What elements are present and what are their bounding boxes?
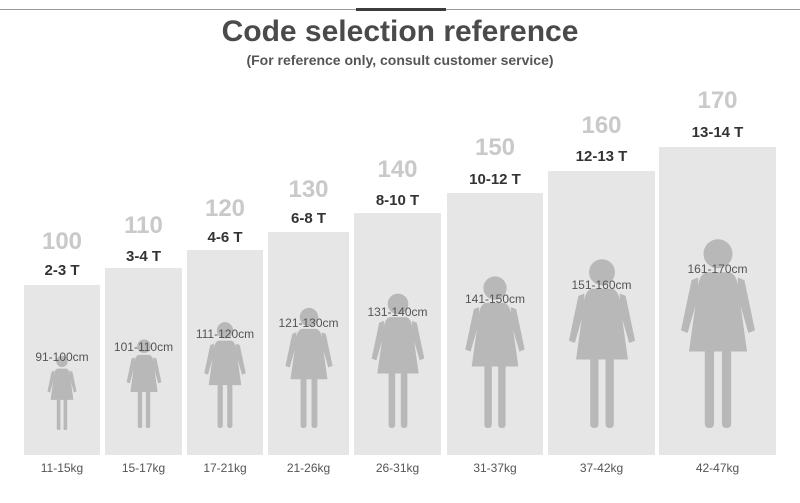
weight-label: 42-47kg: [695, 461, 740, 475]
weight-label: 15-17kg: [121, 461, 166, 475]
height-range-label: 121-130cm: [278, 316, 339, 330]
age-label: 6-8 T: [290, 210, 326, 227]
page-title: Code selection reference: [221, 15, 579, 48]
child-figure-icon: [465, 276, 525, 428]
weight-label: 21-26kg: [286, 461, 331, 475]
age-label: 4-6 T: [207, 229, 243, 246]
weight-label: 37-42kg: [579, 461, 624, 475]
height-value: 150: [474, 134, 516, 161]
age-label: 8-10 T: [375, 192, 420, 209]
age-label: 13-14 T: [691, 124, 744, 141]
age-label: 12-13 T: [575, 148, 628, 165]
age-label: 2-3 T: [44, 262, 80, 279]
height-value: 110: [124, 212, 163, 239]
top-divider-accent: [356, 8, 446, 11]
child-figure-icon: [680, 239, 755, 428]
child-figure-icon: [568, 259, 635, 428]
height-range-label: 141-150cm: [464, 292, 526, 306]
child-figure-icon: [47, 355, 77, 430]
page-subtitle: (For reference only, consult customer se…: [246, 52, 554, 68]
height-value: 140: [377, 156, 418, 183]
weight-label: 31-37kg: [473, 461, 517, 475]
child-figure-icon: [371, 293, 424, 428]
height-value: 100: [41, 228, 83, 255]
height-value: 130: [288, 176, 329, 203]
height-range-label: 151-160cm: [571, 278, 632, 292]
age-label: 10-12 T: [469, 171, 521, 188]
age-label: 3-4 T: [125, 248, 161, 265]
height-value: 160: [581, 112, 622, 139]
weight-label: 17-21kg: [203, 461, 247, 475]
height-value: 120: [204, 195, 246, 222]
height-range-label: 111-120cm: [195, 327, 255, 341]
child-figure-icon: [126, 339, 161, 428]
height-range-label: 91-100cm: [35, 350, 89, 364]
height-range-label: 101-110cm: [113, 340, 174, 354]
height-range-label: 161-170cm: [687, 262, 748, 276]
height-range-label: 131-140cm: [367, 305, 428, 319]
height-value: 170: [697, 87, 738, 114]
child-figure-icon: [204, 322, 246, 428]
weight-label: 11-15kg: [40, 461, 84, 475]
child-figure-icon: [284, 307, 333, 428]
weight-label: 26-31kg: [375, 461, 420, 475]
